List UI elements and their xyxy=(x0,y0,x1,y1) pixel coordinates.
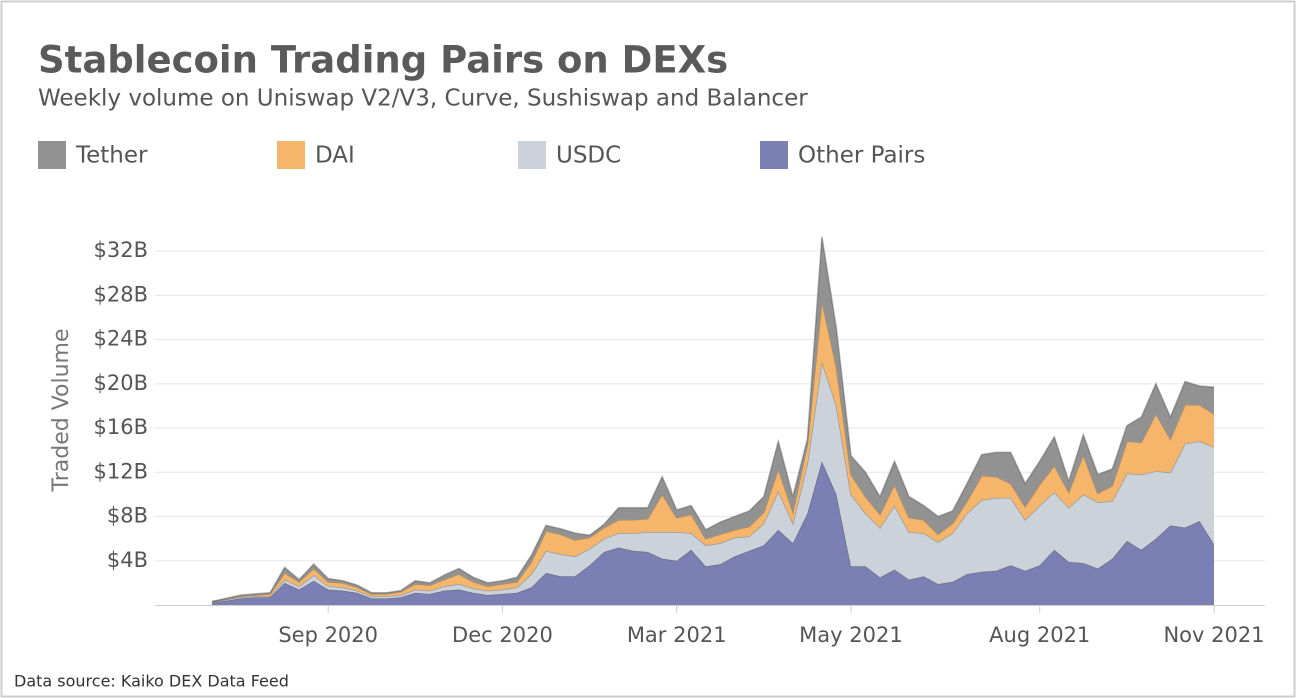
y-tick-label: $4B xyxy=(107,548,148,572)
x-tick-label: Nov 2021 xyxy=(1163,623,1264,647)
y-tick-label: $12B xyxy=(94,459,149,483)
y-tick-label: $8B xyxy=(107,504,148,528)
area xyxy=(212,461,1214,605)
area xyxy=(212,300,1214,603)
legend-label: USDC xyxy=(556,143,621,169)
chart-subtitle: Weekly volume on Uniswap V2/V3, Curve, S… xyxy=(38,86,808,112)
legend-swatch xyxy=(760,141,788,169)
area xyxy=(212,236,1214,602)
y-tick-label: $32B xyxy=(94,238,149,262)
chart-title: Stablecoin Trading Pairs on DEXs xyxy=(38,39,728,82)
x-tick-label: Aug 2021 xyxy=(989,623,1090,647)
x-tick-label: Dec 2020 xyxy=(452,623,553,647)
y-tick-label: $28B xyxy=(94,282,149,306)
legend-label: Tether xyxy=(75,143,148,169)
x-tick-label: Mar 2021 xyxy=(627,623,727,647)
area-edge xyxy=(211,236,1215,603)
source-note: Data source: Kaiko DEX Data Feed xyxy=(14,672,289,691)
area xyxy=(212,361,1214,603)
legend-label: Other Pairs xyxy=(798,143,925,169)
y-axis-title: Traded Volume xyxy=(49,328,74,492)
legend-swatch xyxy=(38,141,66,169)
legend-swatch xyxy=(277,141,305,169)
y-tick-label: $16B xyxy=(94,415,149,439)
x-tick-label: Sep 2020 xyxy=(278,623,378,647)
x-tick-label: May 2021 xyxy=(799,623,903,647)
y-tick-label: $24B xyxy=(94,327,149,351)
legend-swatch xyxy=(518,141,546,169)
legend-label: DAI xyxy=(315,143,355,169)
y-tick-label: $20B xyxy=(94,371,149,395)
